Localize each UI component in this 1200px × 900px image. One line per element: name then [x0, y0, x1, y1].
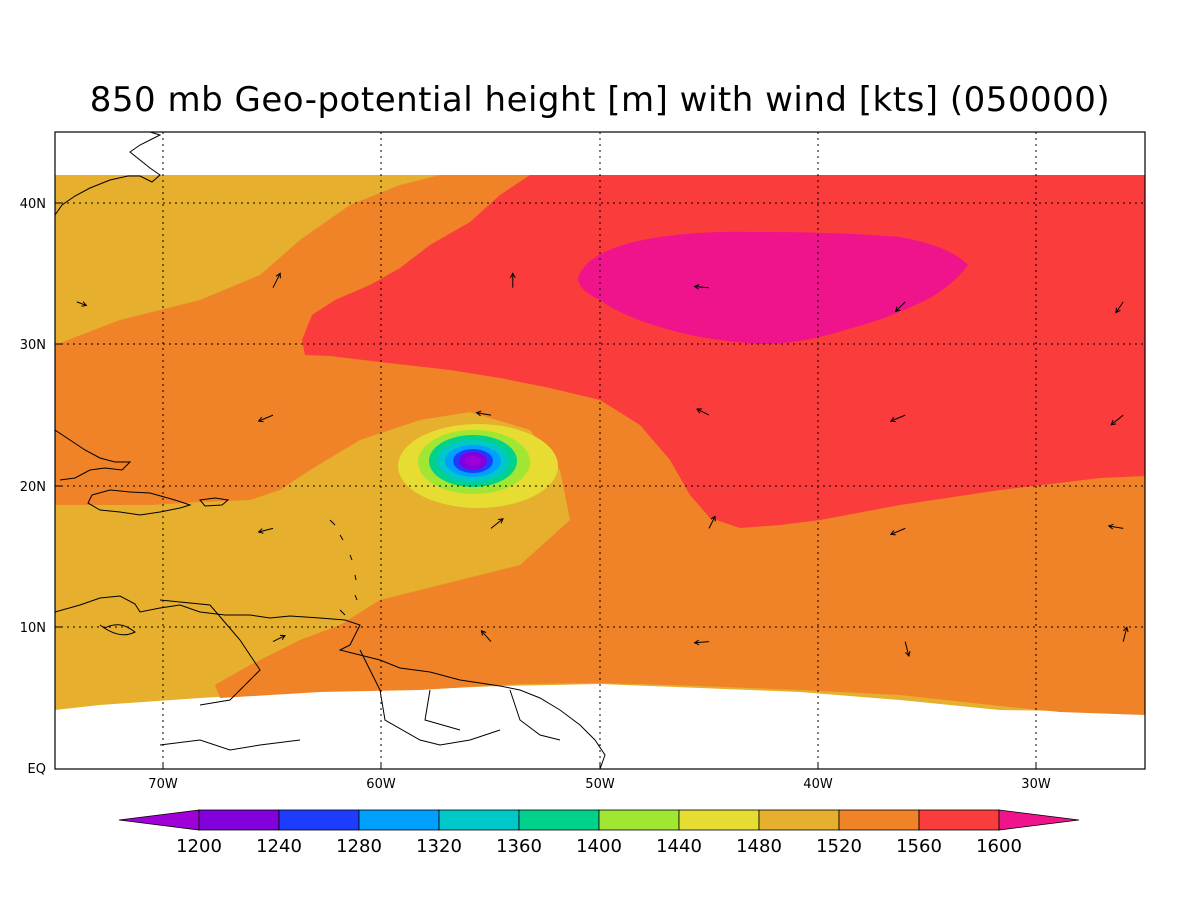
wind-arrow	[1107, 523, 1124, 530]
wind-arrow	[480, 630, 492, 642]
grid-lines	[55, 132, 1145, 769]
colorbar-swatch	[918, 809, 1000, 831]
wind-arrow	[272, 634, 286, 643]
y-tick-labels: EQ 10N 20N 30N 40N	[20, 197, 46, 777]
guiana-borders	[359, 649, 561, 746]
wind-arrow	[889, 527, 906, 536]
lat-tick-label: 20N	[20, 480, 46, 495]
x-axis-ticks	[162, 763, 1037, 769]
coastlines	[55, 132, 606, 769]
colorbar-swatch	[998, 809, 1080, 831]
colorbar-label: 1320	[416, 836, 462, 857]
lat-tick-label: 40N	[20, 197, 46, 212]
wind-arrow	[76, 301, 88, 307]
colombia-interior	[159, 739, 301, 751]
colorbar-label: 1200	[176, 836, 222, 857]
colorbar-labels: 1200 1240 1280 1320 1360 1400 1440 1480 …	[176, 836, 1022, 857]
wind-arrow	[272, 272, 281, 288]
colorbar-label: 1520	[816, 836, 862, 857]
colorbar-label: 1400	[576, 836, 622, 857]
lon-tick-label: 40W	[803, 777, 833, 792]
north-america-coast	[55, 132, 162, 216]
wind-arrow	[257, 527, 274, 534]
cuba-coast	[55, 429, 132, 481]
wind-arrow	[889, 414, 906, 423]
colorbar-label: 1240	[256, 836, 302, 857]
contour-1200-low	[465, 456, 481, 466]
plot-area	[55, 132, 1145, 769]
colorbar-swatch	[678, 809, 760, 831]
wind-vectors	[76, 272, 1129, 658]
wind-arrow	[1122, 626, 1129, 642]
wind-arrow	[1110, 414, 1124, 426]
wind-arrow	[894, 301, 906, 313]
lon-tick-label: 30W	[1021, 777, 1051, 792]
colorbar-label: 1440	[656, 836, 702, 857]
colorbar-swatch	[598, 809, 680, 831]
wind-arrow	[708, 515, 716, 529]
lesser-antilles	[329, 519, 358, 616]
colorbar-label: 1600	[976, 836, 1022, 857]
wind-arrow	[257, 414, 274, 423]
colorbar	[118, 809, 1080, 831]
wind-arrow	[693, 284, 710, 290]
lon-tick-label: 70W	[148, 777, 178, 792]
wind-arrow	[696, 408, 710, 416]
colorbar-swatch	[198, 809, 280, 831]
wind-arrow	[1115, 301, 1124, 314]
colorbar-label: 1480	[736, 836, 782, 857]
colorbar-swatch	[358, 809, 440, 831]
colorbar-swatch	[278, 809, 360, 831]
lat-tick-label: EQ	[28, 762, 46, 777]
lon-tick-label: 50W	[585, 777, 615, 792]
colorbar-swatch	[758, 809, 840, 831]
x-tick-labels: 70W 60W 50W 40W 30W	[148, 777, 1051, 792]
wind-arrow	[693, 639, 710, 646]
colorbar-swatch	[518, 809, 600, 831]
colorbar-swatch	[118, 809, 200, 831]
wind-arrow	[509, 272, 516, 288]
chart-title: 850 mb Geo-potential height [m] with win…	[89, 80, 1111, 120]
colorbar-swatch	[438, 809, 520, 831]
colorbar-swatch	[838, 809, 920, 831]
contour-above-1600	[578, 231, 968, 345]
lon-tick-label: 60W	[366, 777, 396, 792]
wind-arrow	[904, 641, 911, 658]
puerto-rico-coast	[199, 497, 230, 507]
y-axis-ticks	[55, 202, 61, 628]
wind-arrow	[475, 410, 492, 417]
colorbar-label: 1280	[336, 836, 382, 857]
lat-tick-label: 30N	[20, 338, 46, 353]
colorbar-label: 1360	[496, 836, 542, 857]
south-america-coast	[55, 595, 606, 769]
lat-tick-label: 10N	[20, 621, 46, 636]
colorbar-label: 1560	[896, 836, 942, 857]
venezuela-interior	[99, 599, 261, 706]
wind-arrow	[490, 518, 504, 529]
hispaniola-coast	[87, 489, 192, 516]
